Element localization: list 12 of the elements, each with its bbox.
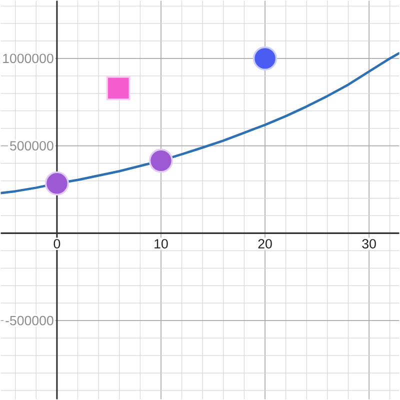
point: [44, 171, 69, 196]
point: [252, 46, 278, 70]
x-tick-label: 30: [362, 239, 376, 249]
x-tick-label: 10: [154, 239, 168, 249]
point: [148, 148, 174, 173]
y-tick-label: -500000: [6, 316, 54, 326]
line-series: [0, 52, 400, 194]
y-tick-label: 1000000: [3, 54, 54, 64]
x-tick-label: 20: [258, 239, 272, 249]
y-tick-label: 500000: [10, 141, 54, 151]
point: [106, 76, 130, 100]
x-tick-label: 0: [54, 239, 60, 249]
